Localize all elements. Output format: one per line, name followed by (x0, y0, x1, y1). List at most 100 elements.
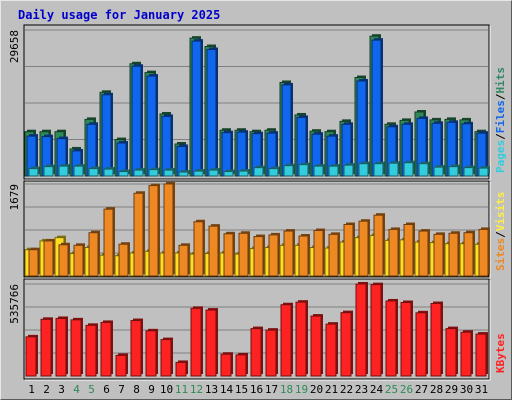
bar-kbytes-day-25-face (385, 300, 397, 377)
bar-pages-day-30-face (463, 167, 474, 177)
bar-sites-day-13 (208, 224, 220, 277)
bar-sites-day-25-face (388, 228, 399, 277)
x-tick-label-day-24: 24 (370, 383, 384, 396)
bar-kbytes-day-2 (40, 317, 53, 377)
x-tick-label-day-8: 8 (133, 383, 140, 396)
bar-sites-day-8-face (133, 192, 144, 277)
bar-pages-day-2 (43, 164, 55, 177)
bar-kbytes-day-29-face (445, 328, 457, 377)
bar-pages-day-7-face (118, 171, 129, 177)
bar-kbytes-day-12 (190, 306, 203, 377)
bar-sites-day-10 (163, 181, 175, 277)
bar-kbytes-day-14-face (220, 353, 232, 377)
bar-sites-day-22 (343, 222, 355, 277)
bar-sites-day-7-face (118, 243, 129, 277)
bar-sites-day-5-face (88, 232, 99, 277)
legend-3: KBytes (494, 333, 507, 373)
x-tick-label-day-23: 23 (355, 383, 368, 396)
bar-sites-day-26 (403, 222, 415, 277)
x-tick-label-day-5: 5 (88, 383, 95, 396)
bar-sites-day-28 (433, 232, 445, 277)
bar-sites-day-11-face (178, 244, 189, 277)
bar-kbytes-day-4 (70, 317, 83, 377)
bar-kbytes-day-28 (430, 301, 443, 377)
bar-kbytes-day-8 (130, 318, 143, 377)
bar-pages-day-24-face (373, 163, 384, 177)
x-tick-label-day-1: 1 (28, 383, 35, 396)
x-tick-label-day-7: 7 (118, 383, 125, 396)
x-tick-label-day-27: 27 (415, 383, 428, 396)
legend-1: Pages/Files/Hits (494, 67, 507, 173)
bar-kbytes-day-22 (340, 310, 353, 377)
bar-sites-day-9-face (148, 185, 159, 277)
bar-pages-day-1-face (28, 168, 39, 177)
bar-kbytes-day-3 (55, 316, 68, 377)
bar-pages-day-15-face (238, 170, 249, 177)
x-tick-label-day-3: 3 (58, 383, 65, 396)
bar-kbytes-day-26-face (400, 302, 412, 377)
bar-sites-day-25 (388, 227, 400, 277)
bar-kbytes-day-23 (355, 282, 368, 377)
bar-pages-day-13 (208, 168, 220, 177)
bar-sites-day-14-face (223, 233, 234, 277)
bar-files-day-10 (161, 114, 173, 177)
bar-sites-day-16 (253, 234, 265, 277)
bar-sites-day-6 (103, 207, 115, 277)
bar-files-day-12-face (191, 40, 202, 177)
bar-pages-day-31 (478, 166, 490, 177)
x-tick-label-day-21: 21 (325, 383, 338, 396)
x-tick-label-day-4: 4 (73, 383, 80, 396)
bar-pages-day-24 (373, 161, 385, 177)
bar-pages-day-9-face (148, 169, 159, 177)
bar-pages-day-20 (313, 164, 325, 177)
bar-pages-day-21-face (328, 165, 339, 177)
y-max-label-2: 1679 (8, 184, 21, 211)
bar-sites-day-3-face (58, 244, 69, 277)
bar-pages-day-7 (118, 169, 130, 177)
bar-pages-day-18-face (283, 165, 294, 177)
x-tick-label-day-25: 25 (385, 383, 398, 396)
bar-pages-day-22-face (343, 164, 354, 177)
bar-kbytes-day-1-face (25, 336, 37, 377)
bar-kbytes-day-10 (160, 337, 173, 377)
bar-sites-day-12 (193, 219, 205, 277)
bar-pages-day-28-face (433, 166, 444, 177)
bar-sites-day-1-face (28, 249, 39, 277)
x-tick-label-day-22: 22 (340, 383, 353, 396)
bar-pages-day-1 (28, 166, 40, 177)
bar-kbytes-day-31-face (475, 333, 487, 377)
bar-pages-day-5-face (88, 168, 99, 177)
bar-sites-day-15-face (238, 232, 249, 277)
bar-pages-day-6-face (103, 168, 114, 177)
bar-kbytes-day-17-face (265, 329, 277, 377)
bar-kbytes-day-7 (115, 353, 128, 377)
bar-pages-day-18 (283, 163, 295, 177)
legend-entry: Visits (494, 192, 507, 232)
bar-files-day-6 (101, 92, 113, 177)
bar-files-day-8 (131, 64, 143, 177)
bar-pages-day-4-face (73, 165, 84, 177)
bar-sites-day-11 (178, 243, 190, 277)
bar-pages-day-20-face (313, 165, 324, 177)
bar-kbytes-day-9 (145, 328, 158, 377)
legend-entry: Sites (494, 238, 507, 271)
bar-sites-day-3 (58, 242, 70, 277)
bar-sites-day-9 (148, 183, 160, 277)
bar-sites-day-31-face (478, 228, 489, 277)
bar-kbytes-day-15-face (235, 354, 247, 377)
bar-pages-day-23-face (358, 163, 369, 177)
bar-kbytes-day-15 (235, 352, 248, 377)
chart-title: Daily usage for January 2025 (18, 8, 221, 22)
bar-sites-day-1 (28, 247, 40, 277)
bar-pages-day-17 (268, 166, 280, 177)
bar-kbytes-day-8-face (130, 320, 142, 377)
bar-sites-day-4-face (73, 244, 84, 277)
bar-pages-day-8 (133, 168, 145, 177)
bar-sites-day-21-face (328, 233, 339, 277)
bar-kbytes-day-18-face (280, 304, 292, 377)
bar-kbytes-day-3-face (55, 317, 67, 377)
bar-kbytes-day-21-face (325, 323, 337, 377)
bar-kbytes-day-9-face (145, 330, 157, 377)
bar-pages-day-3 (58, 164, 70, 177)
bar-files-day-10-face (161, 115, 172, 177)
